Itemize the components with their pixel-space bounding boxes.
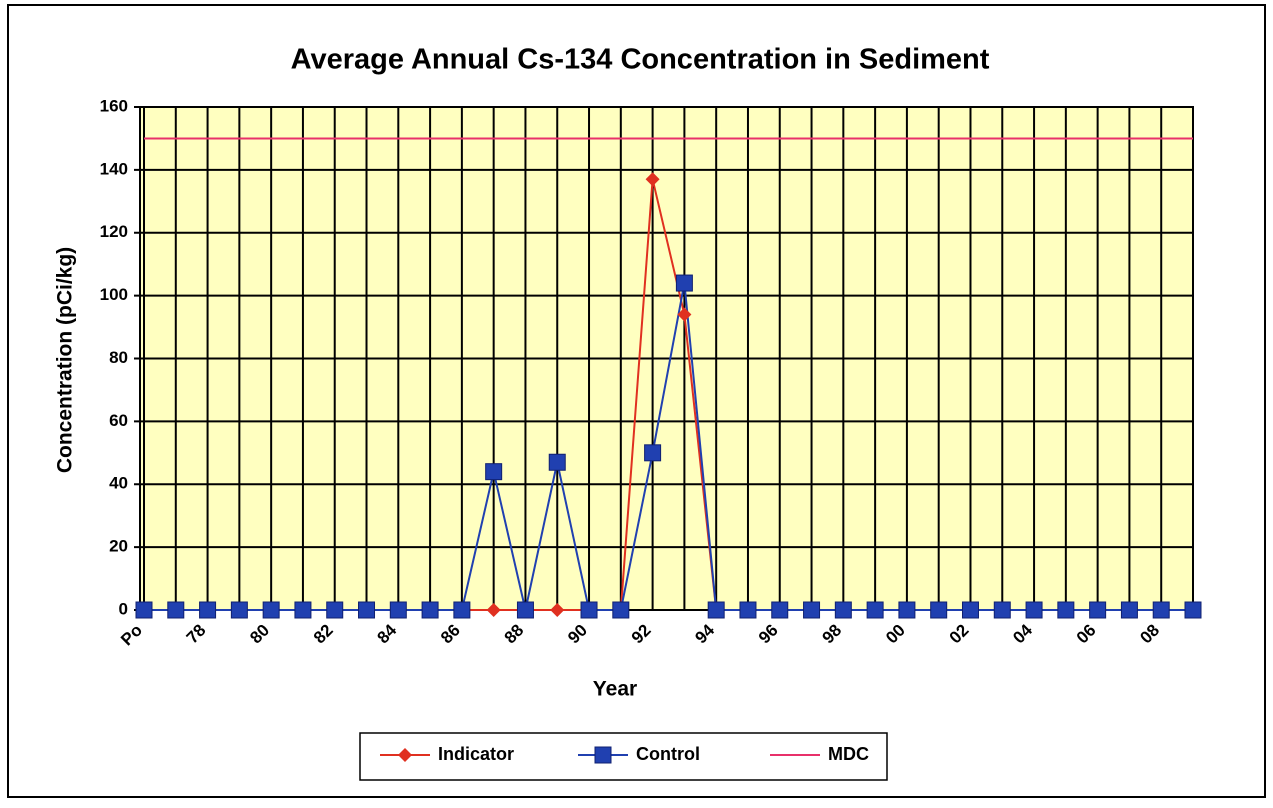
y-tick-label: 120 [100,222,128,241]
legend-marker [398,748,412,762]
point [644,444,662,462]
point [803,601,821,619]
point [1152,601,1170,619]
point [1025,601,1043,619]
legend-label: Control [636,744,700,764]
point [675,274,693,292]
point [866,601,884,619]
y-tick-label: 40 [109,474,128,493]
point [326,601,344,619]
point [548,453,566,471]
series-line [144,282,1193,611]
point [230,601,248,619]
point [516,601,534,619]
y-tick-label: 100 [100,285,128,304]
legend [359,732,888,781]
y-tick-label: 0 [119,599,128,618]
point [645,172,660,187]
point [930,601,948,619]
y-tick-label: 60 [109,411,128,430]
point [135,601,153,619]
point [739,601,757,619]
point [993,601,1011,619]
point [1184,601,1202,619]
point [550,603,565,617]
point [485,463,503,481]
point [580,601,598,619]
point [612,601,630,619]
point [453,601,471,619]
legend-marker [594,746,612,764]
point [294,601,312,619]
y-axis-label: Concentration (pCi/kg) [54,247,77,473]
point [771,601,789,619]
y-tick-label: 160 [100,96,128,115]
y-tick-label: 80 [109,348,128,367]
plot-border [139,106,1194,611]
y-tick-label: 140 [100,159,128,178]
point [707,601,725,619]
point [199,601,217,619]
point [1057,601,1075,619]
point [677,307,692,322]
point [834,601,852,619]
point [262,601,280,619]
point [389,601,407,619]
legend-label: MDC [828,744,869,764]
point [421,601,439,619]
y-tick-label: 20 [109,537,128,556]
legend-label: Indicator [438,744,514,764]
point [358,601,376,619]
x-axis-label: Year [593,678,637,701]
point [486,603,501,617]
point [167,601,185,619]
point [961,601,979,619]
point [1120,601,1138,619]
chart-title: Average Annual Cs-134 Concentration in S… [291,44,990,76]
point [898,601,916,619]
point [1089,601,1107,619]
